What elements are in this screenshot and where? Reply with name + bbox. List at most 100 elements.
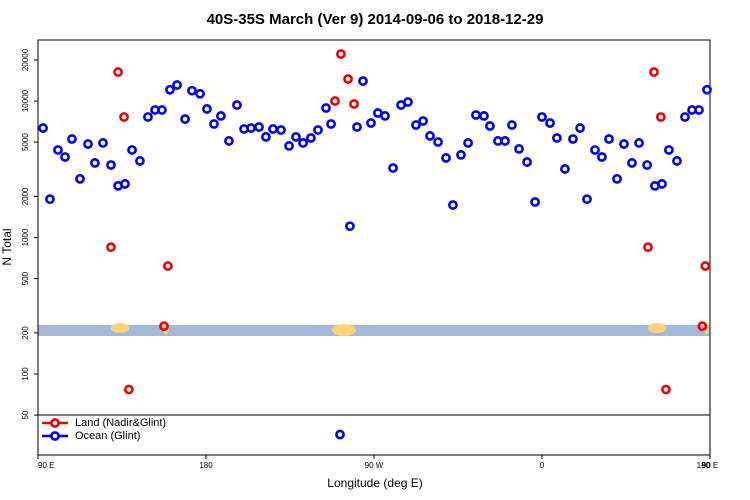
point (456, 150, 466, 160)
point (448, 200, 458, 210)
point (590, 145, 600, 155)
point (90, 158, 100, 168)
point (124, 384, 134, 395)
point (575, 123, 585, 133)
point (38, 123, 48, 133)
point (209, 119, 219, 129)
point (702, 84, 712, 95)
map-strip (38, 325, 710, 336)
point (172, 80, 182, 90)
point (656, 112, 666, 122)
point (159, 321, 169, 332)
point (106, 242, 116, 253)
point (306, 133, 316, 143)
point (463, 138, 473, 148)
point (418, 116, 428, 126)
point (298, 138, 308, 148)
point (165, 84, 175, 95)
point (336, 49, 346, 59)
point (45, 194, 55, 205)
point (232, 100, 242, 110)
point (522, 157, 532, 167)
point (441, 153, 451, 163)
point (680, 112, 690, 122)
point (321, 103, 331, 113)
point (411, 120, 421, 130)
point (657, 179, 667, 189)
y-tick-label: 500 (21, 271, 30, 285)
point (700, 261, 711, 271)
x-tick-label: 90 W (365, 461, 384, 470)
point (180, 114, 190, 124)
point (479, 111, 489, 121)
point (388, 163, 398, 173)
point (634, 138, 644, 148)
point (313, 125, 323, 135)
point (143, 112, 153, 122)
x-tick-label: 90 E (702, 461, 718, 470)
point (119, 112, 129, 122)
point (485, 121, 495, 131)
point (276, 125, 286, 135)
point (697, 321, 708, 332)
point (349, 99, 359, 109)
point (326, 119, 336, 129)
point (224, 136, 234, 146)
x-tick-label: 0 (540, 461, 545, 470)
legend-marker (50, 431, 60, 441)
point (202, 104, 212, 114)
point (604, 134, 614, 144)
point (98, 138, 108, 148)
point (433, 137, 443, 147)
point (343, 74, 353, 84)
legend-label: Ocean (Glint) (75, 430, 140, 442)
y-tick-label: 50 (21, 410, 30, 419)
point (619, 139, 629, 149)
point (291, 131, 301, 142)
point (163, 261, 173, 271)
y-axis-label: N Total (0, 228, 14, 265)
point (403, 97, 413, 107)
point (597, 152, 607, 162)
point (627, 158, 637, 168)
point (530, 197, 540, 207)
point (335, 429, 345, 440)
point (330, 96, 340, 106)
point (75, 173, 85, 184)
point (83, 139, 93, 149)
point (366, 118, 376, 128)
y-tick-label: 200 (21, 326, 30, 340)
point (187, 85, 197, 96)
chart-title: 40S-35S March (Ver 9) 2014-09-06 to 2018… (207, 11, 544, 28)
point (352, 122, 362, 132)
x-tick-label: 180 (697, 461, 711, 470)
point (216, 111, 226, 121)
point (612, 173, 622, 184)
point (135, 156, 145, 166)
point (284, 141, 294, 151)
x-tick-label: 180 (199, 461, 213, 470)
point (552, 133, 562, 143)
y-tick-label: 1000 (21, 228, 30, 246)
point (507, 120, 517, 130)
point (113, 67, 123, 77)
point (425, 131, 435, 141)
legend-marker (50, 418, 60, 428)
y-tick-label: 20000 (21, 48, 30, 71)
point (649, 67, 659, 77)
point (195, 88, 205, 99)
point (261, 131, 271, 142)
point (545, 118, 555, 128)
point (514, 143, 524, 154)
point (664, 145, 674, 155)
point (642, 160, 652, 170)
point (568, 134, 578, 144)
point (60, 152, 70, 162)
point (127, 145, 137, 155)
y-tick-label: 10000 (21, 89, 30, 112)
point (380, 111, 390, 121)
legend-label: Land (Nadir&Glint) (75, 417, 166, 429)
